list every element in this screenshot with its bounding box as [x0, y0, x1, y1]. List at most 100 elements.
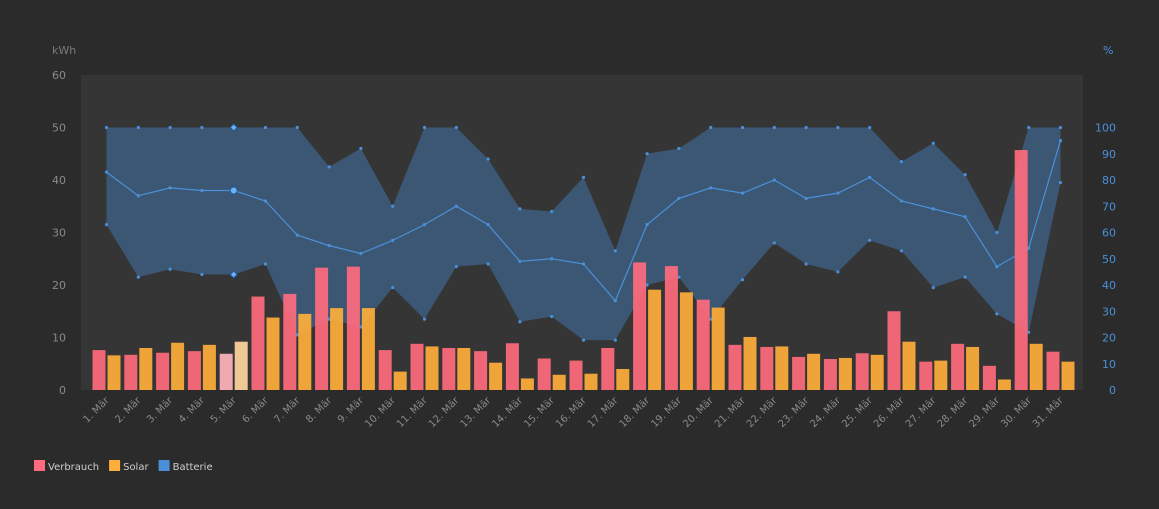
battery-min-point[interactable]: [804, 262, 808, 266]
battery-avg-point[interactable]: [740, 191, 745, 195]
battery-min-point[interactable]: [295, 333, 299, 337]
verbrauch-bar[interactable]: [1014, 150, 1028, 390]
battery-min-point[interactable]: [263, 262, 268, 266]
battery-min-point[interactable]: [677, 275, 681, 279]
solar-bar[interactable]: [139, 348, 153, 390]
battery-avg-point[interactable]: [645, 223, 649, 227]
battery-min-point[interactable]: [486, 262, 490, 266]
solar-bar[interactable]: [870, 354, 884, 390]
battery-avg-point[interactable]: [136, 194, 140, 198]
legend-item-batterie[interactable]: Batterie: [158, 460, 213, 473]
solar-bar[interactable]: [616, 369, 630, 390]
battery-avg-point[interactable]: [454, 204, 458, 208]
battery-avg-point[interactable]: [868, 175, 872, 179]
solar-bar[interactable]: [552, 374, 566, 390]
battery-max-point[interactable]: [899, 160, 904, 164]
solar-bar[interactable]: [902, 341, 916, 390]
battery-min-point[interactable]: [645, 283, 649, 287]
battery-min-point[interactable]: [422, 317, 427, 321]
battery-max-point[interactable]: [645, 152, 649, 156]
verbrauch-bar[interactable]: [315, 267, 329, 390]
verbrauch-bar[interactable]: [410, 343, 424, 390]
solar-bar[interactable]: [520, 378, 534, 390]
battery-max-point[interactable]: [229, 123, 238, 132]
battery-max-point[interactable]: [995, 230, 999, 235]
solar-bar[interactable]: [997, 379, 1011, 391]
battery-max-point[interactable]: [200, 125, 204, 130]
battery-avg-point[interactable]: [931, 207, 935, 211]
solar-bar[interactable]: [361, 308, 375, 390]
battery-min-point[interactable]: [868, 238, 872, 242]
battery-max-point[interactable]: [422, 125, 427, 130]
battery-avg-point[interactable]: [295, 233, 299, 237]
battery-max-point[interactable]: [613, 249, 617, 253]
battery-max-point[interactable]: [963, 173, 967, 177]
battery-min-point[interactable]: [1027, 330, 1031, 334]
verbrauch-bar[interactable]: [823, 359, 837, 390]
battery-min-point[interactable]: [136, 275, 140, 279]
battery-avg-point[interactable]: [200, 188, 204, 193]
verbrauch-bar[interactable]: [187, 351, 201, 390]
solar-bar[interactable]: [966, 346, 980, 390]
battery-avg-point[interactable]: [581, 262, 586, 266]
battery-min-point[interactable]: [454, 265, 458, 269]
battery-avg-point[interactable]: [327, 244, 331, 248]
battery-max-point[interactable]: [804, 125, 808, 130]
battery-min-point[interactable]: [581, 338, 586, 342]
battery-avg-point[interactable]: [836, 191, 840, 195]
solar-bar[interactable]: [107, 355, 121, 390]
legend-item-verbrauch[interactable]: Verbrauch: [34, 460, 99, 473]
solar-bar[interactable]: [457, 348, 471, 390]
solar-bar[interactable]: [1029, 343, 1043, 390]
solar-bar[interactable]: [393, 371, 407, 390]
legend-item-solar[interactable]: Solar: [109, 460, 149, 473]
verbrauch-bar[interactable]: [633, 262, 647, 390]
solar-bar[interactable]: [934, 360, 948, 390]
battery-min-point[interactable]: [229, 270, 238, 279]
verbrauch-bar[interactable]: [696, 299, 710, 390]
battery-max-point[interactable]: [168, 125, 172, 130]
battery-avg-point[interactable]: [550, 257, 554, 261]
battery-min-point[interactable]: [518, 320, 522, 324]
solar-bar[interactable]: [298, 313, 312, 390]
battery-max-point[interactable]: [486, 157, 490, 161]
verbrauch-bar[interactable]: [569, 360, 583, 390]
battery-avg-point[interactable]: [899, 199, 904, 203]
verbrauch-bar[interactable]: [792, 356, 806, 390]
verbrauch-bar[interactable]: [601, 348, 615, 390]
battery-max-point[interactable]: [868, 125, 872, 130]
solar-bar[interactable]: [711, 307, 725, 390]
solar-bar[interactable]: [489, 362, 503, 390]
battery-max-point[interactable]: [454, 125, 458, 130]
battery-avg-point[interactable]: [168, 186, 172, 190]
battery-avg-point[interactable]: [391, 238, 395, 242]
verbrauch-bar[interactable]: [346, 266, 360, 390]
battery-avg-point[interactable]: [963, 215, 967, 219]
battery-min-point[interactable]: [931, 286, 935, 290]
verbrauch-bar[interactable]: [92, 350, 106, 390]
verbrauch-bar[interactable]: [760, 346, 774, 390]
battery-avg-point[interactable]: [995, 265, 999, 269]
battery-min-point[interactable]: [200, 272, 204, 277]
battery-avg-point[interactable]: [804, 196, 808, 200]
battery-min-point[interactable]: [327, 317, 331, 321]
solar-bar[interactable]: [838, 357, 852, 390]
verbrauch-bar[interactable]: [505, 343, 519, 390]
verbrauch-bar[interactable]: [855, 353, 869, 390]
battery-avg-point[interactable]: [772, 178, 776, 182]
battery-max-point[interactable]: [740, 125, 745, 130]
battery-max-point[interactable]: [295, 125, 299, 130]
battery-max-point[interactable]: [772, 125, 776, 130]
battery-min-point[interactable]: [899, 249, 904, 253]
battery-max-point[interactable]: [263, 125, 268, 130]
solar-bar[interactable]: [1061, 361, 1075, 390]
solar-bar[interactable]: [679, 292, 693, 390]
battery-max-point[interactable]: [1058, 125, 1063, 130]
battery-max-point[interactable]: [931, 141, 935, 145]
battery-avg-point[interactable]: [709, 186, 713, 190]
battery-min-point[interactable]: [740, 278, 745, 282]
battery-avg-point[interactable]: [263, 199, 268, 203]
solar-bar[interactable]: [425, 346, 439, 390]
verbrauch-bar[interactable]: [474, 351, 488, 390]
solar-bar[interactable]: [775, 346, 789, 390]
